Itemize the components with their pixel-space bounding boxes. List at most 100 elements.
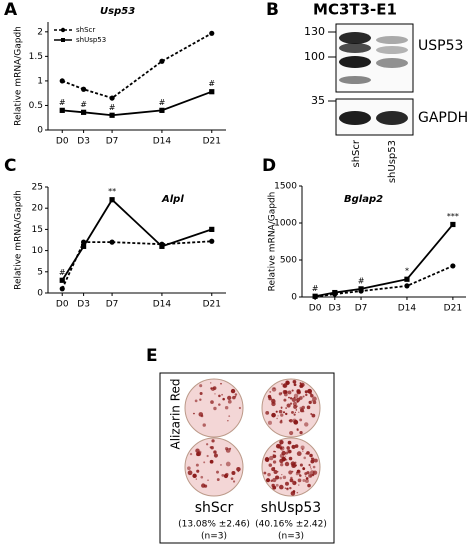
stain-spot <box>283 392 288 397</box>
point <box>59 78 65 84</box>
stain-spot <box>285 458 288 461</box>
stain-spot <box>289 402 293 405</box>
significance: # <box>59 98 66 107</box>
band <box>339 32 371 44</box>
stain-spot <box>293 413 296 416</box>
lane-label: shUsp53 <box>387 140 398 183</box>
stain-spot <box>292 490 296 493</box>
point <box>209 89 215 95</box>
y-tick-label: 1.5 <box>29 52 43 62</box>
stain-spot <box>290 476 293 480</box>
stain-spot <box>291 444 296 449</box>
stain-spot <box>263 471 267 475</box>
stain-spot <box>298 473 301 476</box>
x-tick-label: D14 <box>153 137 172 147</box>
chart-title: Bglap2 <box>344 194 383 205</box>
stain-spot <box>294 461 297 464</box>
band <box>339 111 371 125</box>
stain-spot <box>302 478 306 483</box>
band <box>376 58 408 68</box>
stain-spot <box>282 411 286 414</box>
stain-spot <box>231 470 236 475</box>
stain-spot <box>309 453 313 458</box>
stain-spot <box>192 473 197 479</box>
significance: # <box>59 268 66 277</box>
point <box>450 221 456 228</box>
stain-spot <box>225 448 231 453</box>
point <box>404 283 410 289</box>
significance: *** <box>447 212 459 221</box>
point <box>81 243 87 249</box>
stain-spot <box>195 478 198 480</box>
stain-spot <box>218 403 221 406</box>
stain-spot <box>267 394 272 399</box>
stain-spot <box>209 459 214 464</box>
stain-spot <box>296 491 299 494</box>
stain-spot <box>295 409 298 411</box>
stain-spot <box>211 387 215 391</box>
stain-spot <box>296 451 302 457</box>
stain-spot <box>301 405 305 410</box>
point <box>209 226 215 232</box>
stain-spot <box>282 384 286 388</box>
stain-spot <box>265 478 271 483</box>
stain-spot <box>297 478 302 483</box>
stain-spot <box>293 396 296 399</box>
y-tick-label: 0 <box>291 293 297 303</box>
point <box>404 276 410 282</box>
stain-spot <box>275 483 279 487</box>
well <box>184 437 244 497</box>
x-tick-label: D0 <box>56 137 69 147</box>
x-tick-label: D21 <box>203 137 221 147</box>
point <box>81 109 87 115</box>
stain-spot <box>224 405 229 410</box>
stain-spot <box>272 454 277 459</box>
stain-spot <box>285 412 288 416</box>
stain-spot <box>295 464 297 467</box>
group-name: shScr <box>195 500 234 516</box>
bands <box>339 32 408 125</box>
stain-spot <box>283 398 287 402</box>
x-tick-label: D3 <box>77 300 90 310</box>
western-blot: MC3T3-E1 130 100 35 USP53 GAPDH shScr sh… <box>304 1 468 184</box>
stain-spot <box>201 483 206 488</box>
stain-spot <box>296 428 299 431</box>
x-tick-label: D14 <box>398 304 417 314</box>
stain-spot <box>293 383 297 387</box>
legend-marker <box>60 27 66 33</box>
point <box>81 86 87 92</box>
significance: # <box>312 284 319 293</box>
legend-marker <box>61 38 65 42</box>
stain-spot <box>274 451 276 453</box>
stain-spot <box>286 487 289 490</box>
stain-spot <box>284 481 289 486</box>
stain-spot <box>213 406 217 411</box>
stain-spot <box>194 399 198 403</box>
stain-spot <box>292 401 297 406</box>
x-tick-label: D0 <box>309 304 322 314</box>
stain-spot <box>203 461 206 464</box>
mw-marker: 35 <box>311 94 325 107</box>
stain-spot <box>193 412 195 415</box>
stain-spot <box>288 470 293 475</box>
quantification: (40.16% ±2.42) <box>255 520 327 530</box>
stain-spot <box>275 410 278 413</box>
stain-spot <box>213 453 218 458</box>
stain-spot <box>304 472 308 476</box>
stain-spot <box>285 380 290 385</box>
point <box>109 239 115 245</box>
significance: # <box>109 103 116 112</box>
panel-label: A <box>4 0 18 20</box>
stain-spot <box>271 483 275 488</box>
stain-spot <box>288 396 290 399</box>
y-tick-label: 0 <box>37 126 43 136</box>
panel-label: C <box>4 156 16 176</box>
stain-spot <box>280 407 283 410</box>
stain-spot <box>265 410 270 415</box>
stain-spot <box>264 457 270 462</box>
stain-spot <box>289 419 293 423</box>
point <box>312 293 318 299</box>
stain-spot <box>296 405 298 407</box>
stain-spot <box>199 384 203 388</box>
stain-spot <box>281 383 283 385</box>
